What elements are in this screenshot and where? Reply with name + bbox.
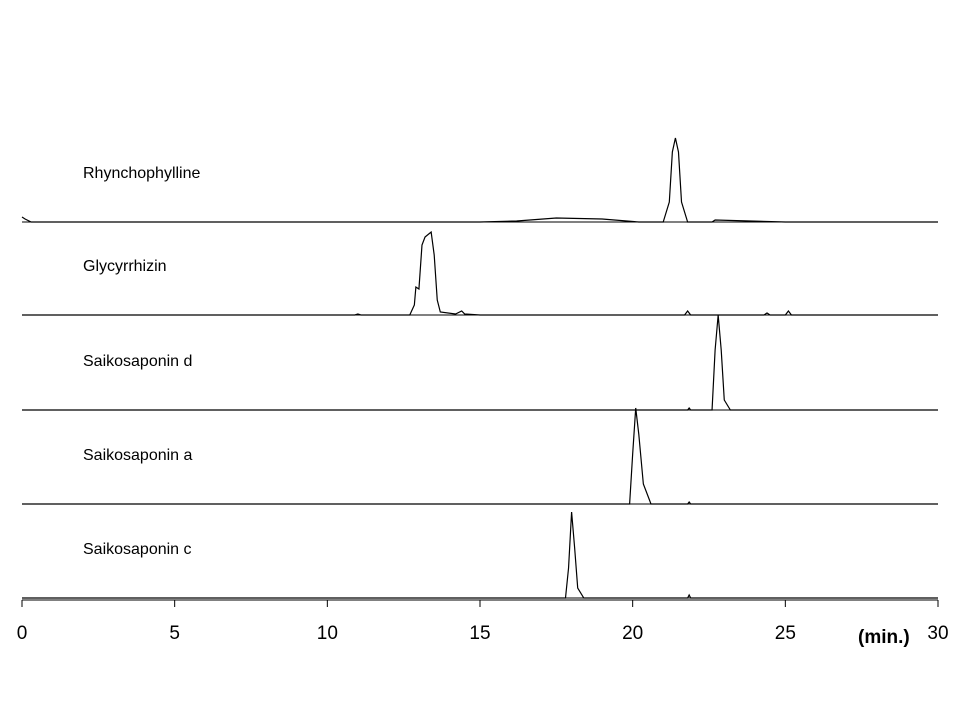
x-tick-label: 0 xyxy=(17,623,28,644)
trace-label: Saikosaponin a xyxy=(83,447,193,464)
trace-label: Saikosaponin d xyxy=(83,353,192,370)
x-tick-label: 30 xyxy=(927,623,948,644)
x-tick-label: 20 xyxy=(622,623,643,644)
trace xyxy=(22,230,938,316)
trace-label: Saikosaponin c xyxy=(83,541,192,558)
trace xyxy=(22,407,938,505)
trace-label: Rhynchophylline xyxy=(83,165,201,182)
x-tick-label: 5 xyxy=(169,623,180,644)
trace xyxy=(22,314,938,411)
trace-label: Glycyrrhizin xyxy=(83,258,167,275)
x-tick-label: 10 xyxy=(317,623,338,644)
x-tick-label: 15 xyxy=(469,623,490,644)
x-axis-label: (min.) xyxy=(858,627,910,648)
trace xyxy=(22,511,938,599)
x-tick-label: 25 xyxy=(775,623,796,644)
trace xyxy=(21,137,938,223)
